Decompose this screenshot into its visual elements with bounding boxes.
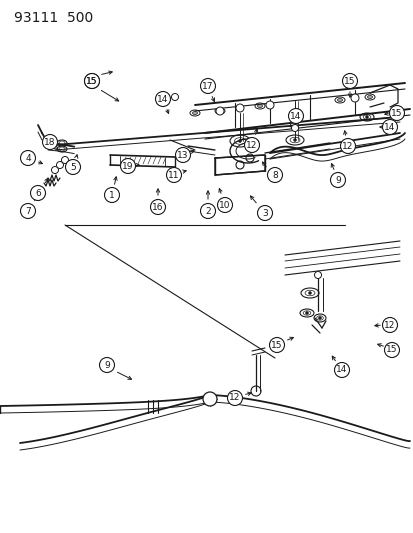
Text: 6: 6 bbox=[35, 189, 41, 198]
Circle shape bbox=[65, 159, 80, 174]
Ellipse shape bbox=[217, 109, 222, 112]
Text: 19: 19 bbox=[122, 161, 133, 171]
Ellipse shape bbox=[334, 97, 344, 103]
Text: 9: 9 bbox=[104, 360, 109, 369]
Circle shape bbox=[244, 138, 259, 152]
Ellipse shape bbox=[214, 108, 224, 114]
Circle shape bbox=[314, 271, 321, 279]
Text: 16: 16 bbox=[152, 203, 164, 212]
Circle shape bbox=[227, 391, 242, 406]
Circle shape bbox=[84, 74, 99, 88]
Circle shape bbox=[51, 166, 58, 174]
Circle shape bbox=[56, 161, 63, 168]
Text: 15: 15 bbox=[344, 77, 355, 85]
Circle shape bbox=[200, 204, 215, 219]
Text: 17: 17 bbox=[202, 82, 213, 91]
Circle shape bbox=[266, 101, 273, 109]
Circle shape bbox=[155, 92, 170, 107]
Circle shape bbox=[350, 94, 358, 102]
Ellipse shape bbox=[254, 103, 264, 109]
Circle shape bbox=[384, 343, 399, 358]
Circle shape bbox=[217, 198, 232, 213]
Circle shape bbox=[21, 204, 36, 219]
Text: 15: 15 bbox=[86, 77, 97, 85]
Circle shape bbox=[250, 386, 260, 396]
Circle shape bbox=[21, 150, 36, 166]
Text: 5: 5 bbox=[70, 163, 76, 172]
Text: 15: 15 bbox=[86, 77, 97, 85]
Text: 2: 2 bbox=[205, 206, 210, 215]
Circle shape bbox=[267, 167, 282, 182]
Text: 15: 15 bbox=[385, 345, 397, 354]
Circle shape bbox=[288, 109, 303, 124]
Text: 12: 12 bbox=[229, 393, 240, 402]
Text: 93111  500: 93111 500 bbox=[14, 11, 93, 25]
Circle shape bbox=[382, 119, 396, 134]
Circle shape bbox=[308, 292, 311, 295]
Text: 8: 8 bbox=[271, 171, 277, 180]
Circle shape bbox=[202, 392, 216, 406]
Circle shape bbox=[175, 148, 190, 163]
Circle shape bbox=[216, 107, 223, 115]
Text: 15: 15 bbox=[271, 341, 282, 350]
Circle shape bbox=[330, 173, 345, 188]
Circle shape bbox=[291, 125, 298, 132]
Text: 10: 10 bbox=[219, 200, 230, 209]
Circle shape bbox=[305, 311, 308, 314]
Text: 14: 14 bbox=[290, 111, 301, 120]
Circle shape bbox=[104, 188, 119, 203]
Circle shape bbox=[342, 74, 357, 88]
Circle shape bbox=[99, 358, 114, 373]
Text: 18: 18 bbox=[44, 138, 56, 147]
Circle shape bbox=[84, 74, 99, 88]
Circle shape bbox=[43, 134, 57, 149]
Text: 7: 7 bbox=[25, 206, 31, 215]
Ellipse shape bbox=[337, 99, 342, 101]
Circle shape bbox=[120, 158, 135, 174]
Ellipse shape bbox=[190, 110, 199, 116]
Ellipse shape bbox=[257, 104, 262, 108]
Circle shape bbox=[166, 167, 181, 182]
Text: 1: 1 bbox=[109, 190, 114, 199]
Text: 12: 12 bbox=[246, 141, 257, 149]
Circle shape bbox=[62, 157, 68, 164]
Text: 9: 9 bbox=[334, 175, 340, 184]
Ellipse shape bbox=[192, 111, 197, 115]
Text: 15: 15 bbox=[390, 109, 402, 117]
Text: 11: 11 bbox=[168, 171, 179, 180]
Circle shape bbox=[269, 337, 284, 352]
Text: 3: 3 bbox=[261, 208, 267, 217]
Circle shape bbox=[339, 139, 355, 154]
Circle shape bbox=[334, 362, 349, 377]
Circle shape bbox=[200, 78, 215, 93]
Circle shape bbox=[257, 206, 272, 221]
Circle shape bbox=[365, 116, 368, 118]
Circle shape bbox=[235, 104, 243, 112]
Circle shape bbox=[293, 139, 296, 141]
Text: 14: 14 bbox=[383, 123, 395, 132]
Circle shape bbox=[382, 318, 396, 333]
Circle shape bbox=[235, 161, 243, 169]
Circle shape bbox=[150, 199, 165, 214]
Circle shape bbox=[318, 317, 321, 319]
Circle shape bbox=[156, 98, 163, 104]
Text: 13: 13 bbox=[177, 150, 188, 159]
Text: 12: 12 bbox=[342, 141, 353, 150]
Ellipse shape bbox=[364, 94, 374, 100]
Ellipse shape bbox=[367, 95, 372, 99]
Text: 4: 4 bbox=[25, 154, 31, 163]
Circle shape bbox=[31, 185, 45, 200]
Circle shape bbox=[238, 140, 241, 142]
Circle shape bbox=[245, 154, 254, 162]
Text: 14: 14 bbox=[335, 366, 347, 375]
Text: 14: 14 bbox=[157, 94, 168, 103]
Text: 12: 12 bbox=[383, 320, 395, 329]
Circle shape bbox=[171, 93, 178, 101]
Circle shape bbox=[389, 106, 404, 120]
